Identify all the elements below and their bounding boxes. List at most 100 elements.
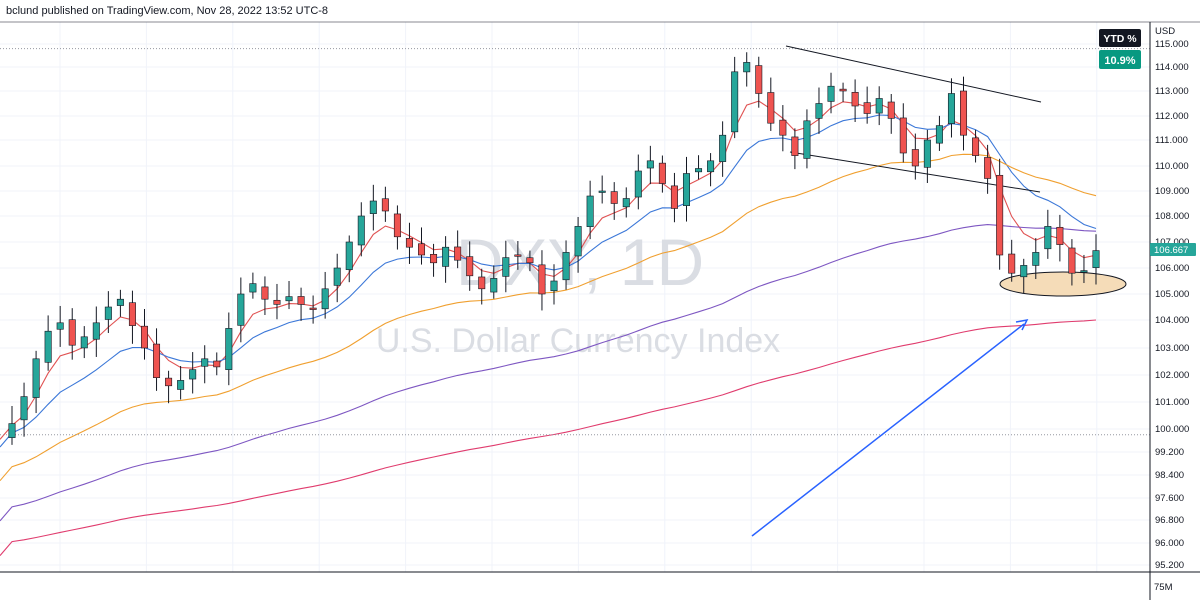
candle-body (574, 226, 582, 257)
price-tick-label: 95.200 (1155, 560, 1184, 571)
candle-body (165, 377, 173, 387)
candle-body (297, 296, 305, 305)
price-tick-label: 99.200 (1155, 447, 1184, 458)
candle-body (273, 299, 281, 305)
moving-average-line (0, 153, 1097, 482)
candle-body (839, 88, 847, 92)
candle-body (333, 267, 341, 286)
candle-body (598, 190, 606, 193)
price-tick-label: 101.000 (1155, 397, 1189, 408)
candle-body (984, 157, 992, 179)
candle-body (213, 360, 221, 368)
candle-body (1044, 226, 1052, 250)
candle-body (562, 252, 570, 281)
price-tick-label: 96.800 (1155, 515, 1184, 526)
candle-body (791, 136, 799, 156)
price-tick-label: 102.000 (1155, 370, 1189, 381)
candle-body (972, 137, 980, 156)
candle-body (875, 98, 883, 114)
price-tick-label: 108.000 (1155, 211, 1189, 222)
support-ellipse (999, 271, 1127, 297)
candles (8, 52, 1100, 445)
price-tag-value: 106.667 (1154, 245, 1188, 256)
candle-body (1032, 252, 1040, 266)
candle-body (851, 91, 859, 107)
candle-body (285, 296, 293, 302)
candle-body (1008, 253, 1016, 274)
candle-body (1092, 250, 1100, 268)
publish-header: bclund published on TradingView.com, Nov… (6, 5, 329, 17)
candle-body (996, 174, 1004, 256)
candle-body (803, 120, 811, 159)
candle-body (502, 257, 510, 277)
candle-body (225, 328, 233, 370)
candle-body (755, 65, 763, 94)
uptrend-arrow-line (751, 323, 1025, 537)
candle-body (430, 254, 438, 264)
watermark: DXY, 1D U.S. Dollar Currency Index (376, 225, 780, 360)
candle-body (1068, 247, 1076, 274)
candle-body (128, 302, 136, 326)
channel-upper-trendline (785, 45, 1042, 103)
candle-body (56, 322, 64, 330)
price-tick-label: 100.000 (1155, 424, 1189, 435)
moving-average-line (0, 100, 1097, 440)
candle-body (189, 369, 197, 380)
candle-body (550, 280, 558, 292)
price-tick-label: 113.000 (1155, 86, 1189, 97)
candle-body (610, 191, 618, 204)
candle-body (153, 343, 161, 378)
watermark-name: U.S. Dollar Currency Index (376, 322, 780, 360)
candle-body (442, 246, 450, 267)
candle-body (815, 103, 823, 119)
price-tick-label: 106.000 (1155, 263, 1189, 274)
price-tick-label: 96.000 (1155, 538, 1184, 549)
price-tick-label: 111.000 (1155, 135, 1188, 146)
price-axis-ticks: 115.000 114.000 113.000 112.000 111.000 110.0… (1155, 39, 1189, 571)
candle-body (321, 288, 329, 310)
candle-body (586, 195, 594, 227)
price-tick-label: 103.000 (1155, 343, 1189, 354)
price-tick-label: 112.000 (1155, 111, 1189, 122)
candle-body (514, 254, 522, 257)
candle-body (8, 423, 16, 438)
candle-body (20, 396, 28, 421)
uptrend-arrow-head (1015, 318, 1029, 331)
candle-body (478, 276, 486, 290)
price-tick-label: 104.000 (1155, 315, 1189, 326)
candle-body (863, 102, 871, 114)
candle-body (177, 380, 185, 390)
candle-body (201, 358, 209, 367)
moving-average-line (0, 319, 1097, 556)
ytd-widget[interactable]: YTD % 10.9% (1099, 29, 1141, 69)
candle-body (393, 213, 401, 238)
candle-body (1080, 270, 1088, 273)
candle-body (658, 162, 666, 184)
candle-body (911, 149, 919, 167)
price-tick-label: 109.000 (1155, 186, 1189, 197)
currency-label: USD (1155, 26, 1175, 37)
candle-body (345, 241, 353, 270)
price-tick-label: 98.400 (1155, 470, 1184, 481)
candle-body (538, 264, 546, 295)
candle-body (68, 319, 76, 346)
moving-average-line (0, 224, 1097, 522)
candle-body (405, 238, 413, 248)
candle-body (454, 246, 462, 261)
candle-body (767, 92, 775, 124)
candle-body (357, 215, 365, 246)
candle-body (779, 119, 787, 136)
ytd-label: YTD % (1103, 33, 1137, 45)
candle-body (827, 85, 835, 102)
price-tag: 106.667 (1150, 243, 1196, 256)
moving-averages (0, 100, 1097, 556)
candle-body (1056, 226, 1064, 245)
candle-body (743, 62, 751, 73)
candle-body (695, 168, 703, 173)
candle-body (634, 170, 642, 198)
price-tick-label: 110.000 (1155, 161, 1189, 172)
candle-body (887, 101, 895, 119)
price-tick-label: 105.000 (1155, 289, 1189, 300)
candle-body (935, 125, 943, 144)
